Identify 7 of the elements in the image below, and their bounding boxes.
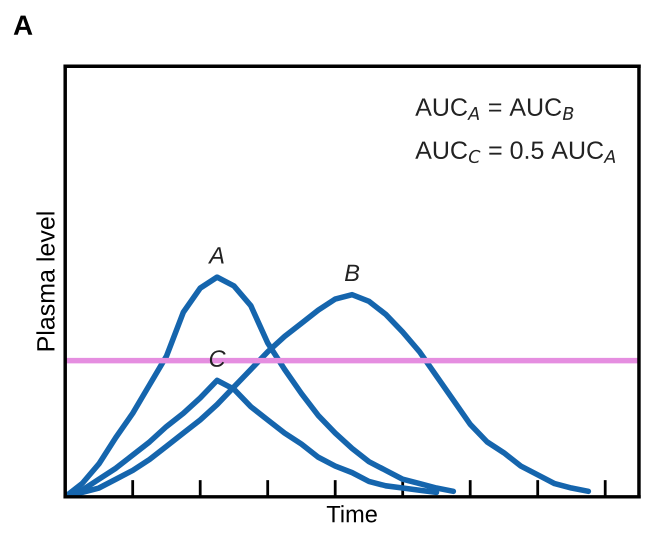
series-label: B bbox=[344, 264, 360, 282]
text: AUC$_{C}$ = 0.5 AUC$_{A}$ bbox=[415, 141, 616, 164]
x-axis-title: Time bbox=[326, 505, 377, 522]
chart-title: A bbox=[14, 16, 32, 35]
text: AUC$_{A}$ = AUC$_{B}$ bbox=[415, 98, 574, 120]
y-axis-title: Plasma level bbox=[36, 212, 55, 350]
series-label: A bbox=[208, 247, 224, 264]
